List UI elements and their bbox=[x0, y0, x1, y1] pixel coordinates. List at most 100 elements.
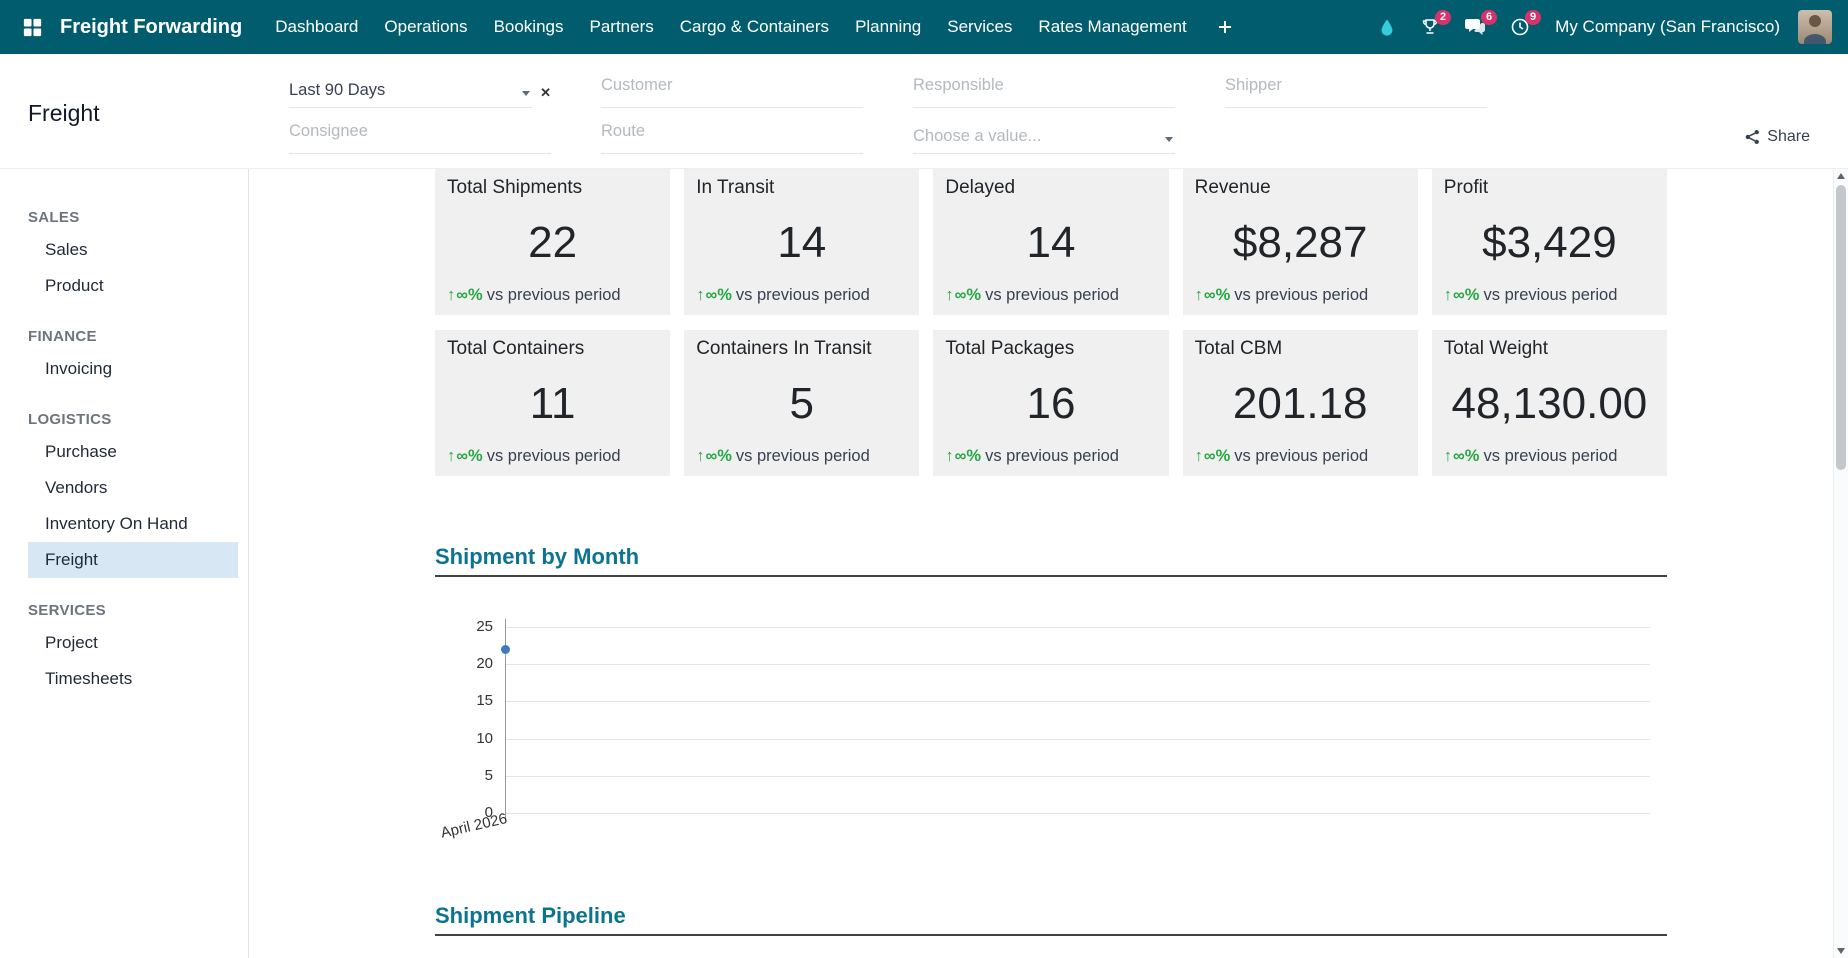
delta-value: ∞% bbox=[955, 447, 981, 466]
nav-item-planning[interactable]: Planning bbox=[842, 8, 934, 46]
share-icon bbox=[1745, 129, 1760, 145]
kpi-delta: ↑∞%vs previous period bbox=[1195, 447, 1406, 466]
kpi-label: Profit bbox=[1444, 177, 1655, 199]
achievements-badge: 2 bbox=[1435, 10, 1451, 25]
kpi-card-total-cbm: Total CBM 201.18 ↑∞%vs previous period bbox=[1183, 330, 1418, 476]
kpi-delta: ↑∞%vs previous period bbox=[1444, 447, 1655, 466]
messages-icon[interactable]: 6 bbox=[1455, 11, 1495, 43]
nav-item-cargo-containers[interactable]: Cargo & Containers bbox=[667, 8, 842, 46]
kpi-value: $3,429 bbox=[1444, 199, 1655, 286]
shipper-filter-input[interactable] bbox=[1225, 70, 1487, 108]
kpi-label: Revenue bbox=[1195, 177, 1406, 199]
route-filter-input[interactable] bbox=[601, 116, 863, 154]
avatar-body-shape bbox=[1804, 34, 1826, 44]
section-shipment-by-month: Shipment by Month bbox=[435, 544, 1667, 577]
sidebar-heading-sales: SALES bbox=[28, 209, 248, 226]
sidebar-item-purchase[interactable]: Purchase bbox=[28, 434, 238, 470]
kpi-label: Total Packages bbox=[945, 338, 1156, 360]
delta-suffix: vs previous period bbox=[736, 286, 870, 305]
up-arrow-icon: ↑ bbox=[696, 447, 704, 466]
company-switcher[interactable]: My Company (San Francisco) bbox=[1555, 17, 1780, 37]
kpi-card-total-shipments: Total Shipments 22 ↑∞%vs previous period bbox=[435, 169, 670, 315]
kpi-label: Total CBM bbox=[1195, 338, 1406, 360]
sidebar-item-timesheets[interactable]: Timesheets bbox=[28, 661, 238, 697]
control-panel: Freight Last 90 Days ✕ Choose a value... bbox=[0, 54, 1848, 169]
gridline bbox=[505, 701, 1650, 702]
kpi-label: Total Weight bbox=[1444, 338, 1655, 360]
scroll-down-arrow-icon[interactable] bbox=[1837, 948, 1845, 954]
consignee-filter-input[interactable] bbox=[289, 116, 551, 154]
navbar-right: 2 6 9 My Company (San Francisco) bbox=[1369, 10, 1832, 44]
delta-suffix: vs previous period bbox=[985, 286, 1119, 305]
nav-item-bookings[interactable]: Bookings bbox=[481, 8, 577, 46]
kpi-delta: ↑∞%vs previous period bbox=[1195, 286, 1406, 305]
activities-icon[interactable]: 9 bbox=[1501, 11, 1539, 43]
nav-item-operations[interactable]: Operations bbox=[371, 8, 480, 46]
sidebar-item-project[interactable]: Project bbox=[28, 625, 238, 661]
responsible-filter-input[interactable] bbox=[913, 70, 1175, 108]
user-avatar[interactable] bbox=[1798, 10, 1832, 44]
apps-menu-icon[interactable] bbox=[12, 7, 52, 47]
delta-value: ∞% bbox=[705, 286, 731, 305]
delta-value: ∞% bbox=[1453, 447, 1479, 466]
kpi-delta: ↑∞%vs previous period bbox=[447, 447, 658, 466]
nav-item-rates-management[interactable]: Rates Management bbox=[1025, 8, 1199, 46]
gridline bbox=[505, 664, 1650, 665]
app-name[interactable]: Freight Forwarding bbox=[60, 16, 242, 39]
kpi-card-total-packages: Total Packages 16 ↑∞%vs previous period bbox=[933, 330, 1168, 476]
kpi-label: In Transit bbox=[696, 177, 907, 199]
main-menu: Dashboard Operations Bookings Partners C… bbox=[262, 8, 1200, 46]
grid-icon bbox=[21, 16, 44, 39]
scrollbar-thumb[interactable] bbox=[1836, 185, 1846, 470]
kpi-value: 14 bbox=[696, 199, 907, 286]
up-arrow-icon: ↑ bbox=[945, 447, 953, 466]
nav-item-services[interactable]: Services bbox=[934, 8, 1025, 46]
kpi-delta: ↑∞%vs previous period bbox=[447, 286, 658, 305]
kpi-value: 11 bbox=[447, 360, 658, 447]
sidebar-item-invoicing[interactable]: Invoicing bbox=[28, 351, 238, 387]
filter-panel: Last 90 Days ✕ Choose a value... bbox=[289, 70, 1487, 154]
top-navbar: Freight Forwarding Dashboard Operations … bbox=[0, 0, 1848, 54]
sidebar-item-freight[interactable]: Freight bbox=[28, 542, 238, 578]
date-range-filter[interactable]: Last 90 Days bbox=[289, 70, 532, 108]
achievements-icon[interactable]: 2 bbox=[1411, 11, 1449, 43]
customer-filter-input[interactable] bbox=[601, 70, 863, 108]
kpi-label: Containers In Transit bbox=[696, 338, 907, 360]
section-shipment-pipeline: Shipment Pipeline bbox=[435, 903, 1667, 936]
add-menu-icon[interactable] bbox=[1210, 12, 1240, 42]
sidebar-item-product[interactable]: Product bbox=[28, 268, 238, 304]
up-arrow-icon: ↑ bbox=[1195, 447, 1203, 466]
kpi-value: 14 bbox=[945, 199, 1156, 286]
nav-item-partners[interactable]: Partners bbox=[577, 8, 667, 46]
gridline bbox=[505, 739, 1650, 740]
shipment-by-month-title: Shipment by Month bbox=[435, 544, 1667, 570]
kpi-delta: ↑∞%vs previous period bbox=[945, 447, 1156, 466]
page-title: Freight bbox=[28, 100, 100, 127]
kpi-delta: ↑∞%vs previous period bbox=[945, 286, 1156, 305]
shipment-by-month-chart: 25 20 15 10 5 0 April 2026 bbox=[435, 603, 1667, 863]
delta-value: ∞% bbox=[1204, 447, 1230, 466]
clear-filter-icon[interactable]: ✕ bbox=[540, 85, 551, 101]
choose-value-select[interactable]: Choose a value... bbox=[913, 116, 1175, 154]
y-tick-label: 5 bbox=[435, 767, 493, 785]
delta-suffix: vs previous period bbox=[736, 447, 870, 466]
sidebar-item-sales[interactable]: Sales bbox=[28, 232, 238, 268]
kpi-card-in-transit: In Transit 14 ↑∞%vs previous period bbox=[684, 169, 919, 315]
share-button[interactable]: Share bbox=[1745, 128, 1810, 146]
up-arrow-icon: ↑ bbox=[447, 447, 455, 466]
gridline bbox=[505, 813, 1650, 814]
scroll-up-arrow-icon[interactable] bbox=[1837, 173, 1845, 179]
date-range-value: Last 90 Days bbox=[289, 81, 385, 100]
sidebar-item-vendors[interactable]: Vendors bbox=[28, 470, 238, 506]
delta-value: ∞% bbox=[456, 447, 482, 466]
y-tick-label: 20 bbox=[435, 655, 493, 673]
delta-suffix: vs previous period bbox=[1234, 447, 1368, 466]
nav-item-dashboard[interactable]: Dashboard bbox=[262, 8, 371, 46]
credits-droplet-icon[interactable] bbox=[1369, 12, 1405, 43]
y-tick-label: 10 bbox=[435, 730, 493, 748]
kpi-card-revenue: Revenue $8,287 ↑∞%vs previous period bbox=[1183, 169, 1418, 315]
kpi-label: Total Containers bbox=[447, 338, 658, 360]
vertical-scrollbar[interactable] bbox=[1833, 169, 1848, 958]
shipment-pipeline-title: Shipment Pipeline bbox=[435, 903, 1667, 929]
sidebar-item-inventory-on-hand[interactable]: Inventory On Hand bbox=[28, 506, 238, 542]
